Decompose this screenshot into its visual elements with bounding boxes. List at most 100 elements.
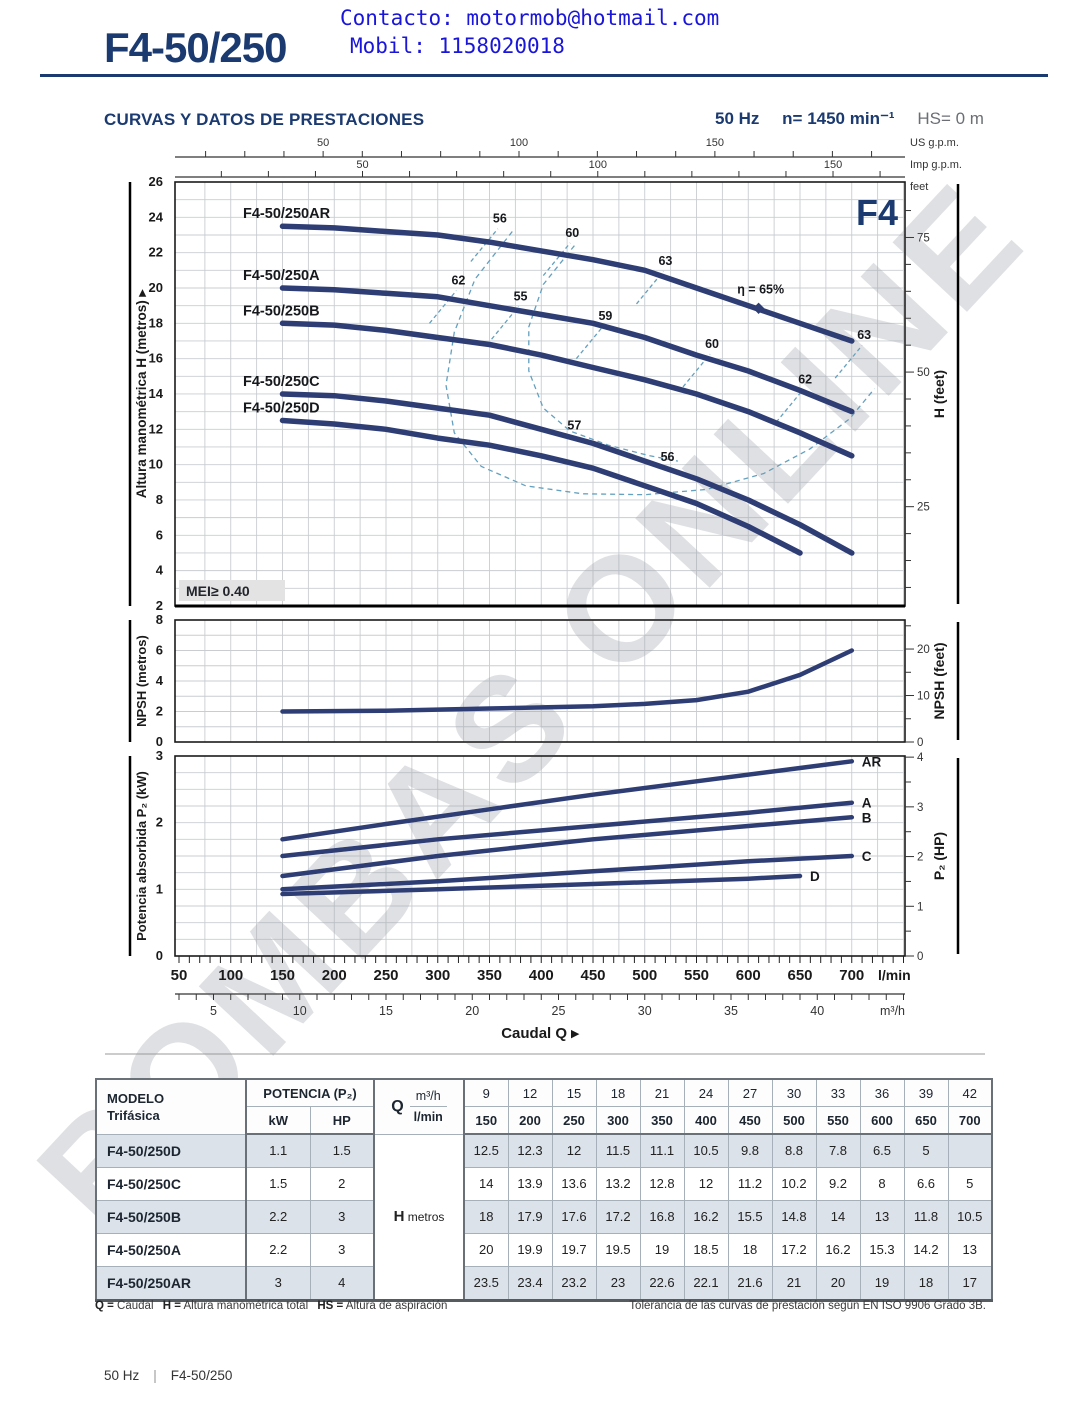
svg-text:3: 3 [917,802,923,814]
head-value-cell: 17 [947,1265,993,1301]
svg-text:NPSH (metros): NPSH (metros) [134,635,149,727]
svg-text:4: 4 [156,563,164,578]
head-value-cell: 17.9 [507,1199,553,1234]
svg-text:feet: feet [910,181,928,193]
svg-text:10: 10 [149,457,163,472]
brand-logo: F4 [856,192,898,233]
head-value-cell: 12.5 [463,1133,509,1168]
head-value-cell: 23.5 [463,1265,509,1301]
kw-cell: 1.5 [245,1166,311,1201]
svg-text:35: 35 [724,1004,738,1018]
svg-text:350: 350 [477,967,502,984]
head-value-cell: 13 [947,1232,993,1267]
svg-text:P₂ (HP): P₂ (HP) [931,832,947,880]
svg-text:AR: AR [862,754,882,769]
flow-lmin: 550 [815,1106,861,1135]
flow-lmin: 200 [507,1106,553,1135]
footnotes: Tolerancia de las curvas de prestación s… [95,1300,992,1312]
svg-text:30: 30 [638,1004,652,1018]
svg-text:10: 10 [917,691,930,703]
head-value-cell: 18.5 [683,1232,729,1267]
header-kw: kW [245,1106,311,1135]
svg-text:100: 100 [589,159,607,171]
top-unit-axes: 50 100 150 US g.p.m. 50 100 150 Imp g.p.m. [175,137,962,178]
bep-marker [752,302,765,314]
svg-text:50: 50 [356,159,368,171]
flow-lmin: 700 [947,1106,993,1135]
operating-conditions: 50 Hz n= 1450 min⁻¹ HS= 0 m [715,109,984,129]
flow-m3h: 27 [727,1078,773,1107]
power-right-axis: 0 1 2 3 4 P₂ (HP) [905,752,960,963]
mei-badge: MEI≥ 0.40 [179,580,285,601]
svg-text:4: 4 [156,673,164,688]
svg-text:150: 150 [270,967,295,984]
npsh-left-axis: 0 2 4 6 8 NPSH (metros) [128,612,164,749]
model-cell: F4-50/250D [95,1133,247,1168]
svg-text:63: 63 [857,328,871,342]
head-value-cell: 6.5 [859,1133,905,1168]
flow-lmin: 600 [859,1106,905,1135]
head-value-cell: 20 [815,1265,861,1301]
head-value-cell: 10.5 [683,1133,729,1168]
flow-axis: 50 100 150 200 250 300 350 400 450 500 550 600 650 70… [171,956,911,1018]
svg-text:l/min: l/min [878,967,911,983]
svg-text:55: 55 [514,289,528,303]
flow-lmin: 650 [903,1106,949,1135]
head-value-cell: 21.6 [727,1265,773,1301]
svg-text:650: 650 [787,967,812,984]
svg-text:F4-50/250A: F4-50/250A [243,268,320,284]
head-value-cell: 18 [463,1199,509,1234]
head-value-cell: 12.8 [639,1166,685,1201]
svg-text:550: 550 [684,967,709,984]
head-value-cell: 9.8 [727,1133,773,1168]
kw-cell: 1.1 [245,1133,311,1168]
svg-text:8: 8 [156,492,163,507]
flow-lmin: 450 [727,1106,773,1135]
head-value-cell: 11.5 [595,1133,641,1168]
flow-m3h: 15 [551,1078,597,1107]
head-value-cell: 6.6 [903,1166,949,1201]
svg-text:MEI≥ 0.40: MEI≥ 0.40 [186,583,250,599]
head-value-cell: 10.2 [771,1166,817,1201]
frequency-label: 50 Hz [715,109,760,128]
svg-text:600: 600 [736,967,761,984]
table-row: F4-50/250D 1.1 1.5 H metros 12.5 12.3 12 11.5 11… [95,1133,993,1301]
svg-text:10: 10 [293,1004,307,1018]
head-value-cell: 12 [683,1166,729,1201]
svg-text:59: 59 [598,309,612,323]
header-hp: HP [309,1106,375,1135]
svg-text:A: A [862,796,872,811]
flow-m3h: 9 [463,1078,509,1107]
head-value-cell: 23 [595,1265,641,1301]
table-row: F4-50/250AR 3 4 23.5 23.4 23.2 23 22.6 22.1 21.6 2… [95,1265,993,1301]
header-modelo: MODELO Trifásica [95,1078,247,1135]
flow-m3h: 33 [815,1078,861,1107]
svg-text:26: 26 [149,174,163,189]
head-value-cell [947,1133,993,1168]
head-value-cell: 13.2 [595,1166,641,1201]
head-value-cell: 20 [463,1232,509,1267]
svg-text:F4-50/250AR: F4-50/250AR [243,206,331,222]
hp-cell: 1.5 [309,1133,375,1168]
npsh-chart-grid [174,619,906,743]
svg-text:6: 6 [156,527,163,542]
svg-text:62: 62 [798,372,812,386]
svg-text:50: 50 [171,967,188,984]
head-value-cell: 19.7 [551,1232,597,1267]
svg-text:56: 56 [661,450,675,464]
hp-cell: 3 [309,1199,375,1234]
tolerance-note: Tolerancia de las curvas de prestación s… [629,1300,986,1312]
kw-cell: 2.2 [245,1232,311,1267]
svg-text:η = 65%: η = 65% [737,282,784,296]
head-value-cell: 7.8 [815,1133,861,1168]
head-value-cell: 5 [903,1133,949,1168]
head-value-cell: 18 [903,1265,949,1301]
head-value-cell: 16.2 [815,1232,861,1267]
head-value-cell: 14.8 [771,1199,817,1234]
svg-text:75: 75 [917,232,930,244]
kw-cell: 2.2 [245,1199,311,1234]
flow-lmin: 400 [683,1106,729,1135]
contact-block: Contacto: motormob@hotmail.com Mobil: 11… [340,4,719,60]
head-value-cell: 16.2 [683,1199,729,1234]
